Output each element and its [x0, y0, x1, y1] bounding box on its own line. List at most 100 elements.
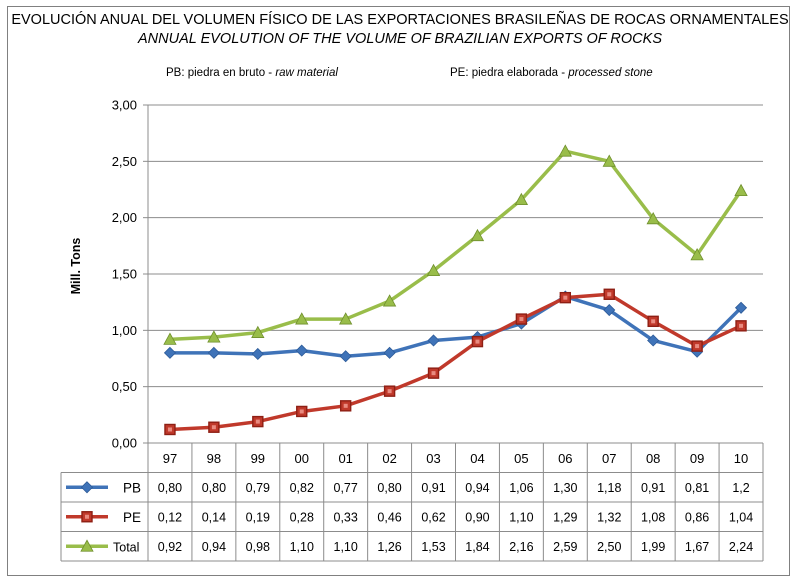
x-tick-label: 06 — [558, 451, 572, 466]
data-point-total — [734, 183, 748, 197]
table-cell-total: 2,24 — [729, 540, 753, 554]
table-cell-total: 0,98 — [246, 540, 270, 554]
note-pb-label-en: raw material — [275, 67, 338, 79]
data-point-pb — [251, 347, 264, 361]
data-point-total — [514, 192, 529, 206]
note-pe: PE: piedra elaborada - processed stone — [450, 67, 653, 79]
data-point-pb — [734, 301, 748, 314]
data-point-pe-highlight — [387, 389, 392, 394]
data-point-total — [470, 228, 485, 242]
table-cell-pe: 0,12 — [158, 510, 182, 524]
data-point-pe-highlight — [739, 323, 744, 328]
series-line-pe — [169, 292, 742, 432]
series-line-pb — [169, 294, 743, 358]
table-cell-pe: 0,14 — [202, 510, 226, 524]
table-cell-pb: 0,82 — [290, 481, 314, 495]
table-cell-pe: 0,46 — [377, 510, 401, 524]
note-pe-label: PE: piedra elaborada - — [450, 67, 569, 79]
table-cell-pb: 1,06 — [509, 481, 533, 495]
data-point-pe-highlight — [651, 319, 656, 324]
data-point-pe-highlight — [299, 409, 304, 414]
y-tick-label: 2,50 — [112, 154, 137, 169]
data-point-total — [382, 294, 397, 307]
legend-label-pe: PE — [123, 510, 141, 525]
x-tick-label: 97 — [163, 451, 177, 466]
table-cell-pe: 1,32 — [597, 510, 621, 524]
x-tick-label: 00 — [295, 451, 309, 466]
y-tick-label: 1,00 — [112, 323, 137, 338]
data-point-total — [602, 154, 616, 167]
chart-frame — [7, 6, 790, 576]
table-cell-pe: 0,86 — [685, 510, 709, 524]
data-point-pe-highlight — [343, 403, 348, 408]
legend-key-marker-pe-highlight — [85, 514, 89, 519]
table-cell-pb: 0,80 — [158, 481, 182, 495]
legend-label-pb: PB — [123, 480, 141, 495]
table-cell-pe: 0,19 — [246, 510, 270, 524]
data-point-total — [646, 211, 660, 225]
data-point-total — [295, 312, 309, 325]
table-cell-pe: 0,33 — [334, 510, 358, 524]
table-cell-total: 0,92 — [158, 540, 182, 554]
data-point-pb — [163, 346, 177, 359]
table-cell-total: 2,59 — [553, 540, 577, 554]
data-point-pe-highlight — [607, 292, 612, 297]
note-pe-label-en: processed stone — [568, 67, 653, 79]
x-tick-label: 07 — [602, 451, 616, 466]
data-point-pb — [427, 334, 440, 347]
table-cell-pb: 0,80 — [202, 481, 226, 495]
table-cell-total: 1,67 — [685, 540, 709, 554]
table-cell-pb: 1,30 — [553, 481, 577, 495]
data-point-pb — [295, 344, 308, 357]
y-axis-title: Mill. Tons — [69, 238, 83, 295]
data-point-pb — [339, 350, 352, 363]
table-cell-pb: 1,2 — [732, 481, 749, 495]
table-cell-total: 1,10 — [334, 540, 358, 554]
table-cell-pe: 1,29 — [553, 510, 577, 524]
data-point-total — [426, 263, 441, 277]
note-pb-label: PB: piedra en bruto - — [166, 67, 276, 79]
chart-title: EVOLUCIÓN ANUAL DEL VOLUMEN FÍSICO DE LA… — [11, 12, 789, 28]
table-cell-total: 1,53 — [421, 540, 445, 554]
data-point-pe-highlight — [167, 427, 172, 432]
x-tick-label: 10 — [734, 451, 748, 466]
data-point-total — [558, 144, 572, 157]
table-cell-pb: 0,91 — [421, 481, 445, 495]
data-point-total — [690, 248, 704, 261]
data-point-total — [251, 325, 265, 338]
y-tick-label: 0,00 — [112, 436, 137, 451]
note-pb: PB: piedra en bruto - raw material — [166, 67, 338, 79]
chart-subtitle: ANNUAL EVOLUTION OF THE VOLUME OF BRAZIL… — [138, 31, 662, 47]
data-point-pe-highlight — [519, 317, 524, 322]
x-tick-label: 03 — [426, 451, 440, 466]
legend-key-marker-total — [80, 539, 94, 552]
x-tick-label: 05 — [514, 451, 528, 466]
table-cell-pb: 0,79 — [246, 481, 270, 495]
x-tick-label: 98 — [207, 451, 221, 466]
table-cell-total: 1,99 — [641, 540, 665, 554]
data-point-pb — [603, 303, 616, 317]
x-tick-label: 04 — [470, 451, 484, 466]
table-cell-pb: 0,94 — [465, 481, 489, 495]
table-cell-total: 1,26 — [377, 540, 401, 554]
y-tick-label: 3,00 — [112, 98, 137, 113]
data-point-pb — [383, 346, 396, 359]
table-cell-pb: 0,81 — [685, 481, 709, 495]
y-tick-label: 1,50 — [112, 267, 137, 282]
x-tick-label: 02 — [382, 451, 396, 466]
data-point-pe-highlight — [695, 344, 700, 349]
y-tick-label: 2,00 — [112, 210, 137, 225]
data-point-pe-highlight — [211, 425, 216, 430]
table-cell-total: 2,16 — [509, 540, 533, 554]
table-cell-pb: 0,91 — [641, 481, 665, 495]
legend-key-marker-pb — [80, 481, 94, 494]
table-cell-pe: 1,08 — [641, 510, 665, 524]
y-tick-label: 0,50 — [112, 379, 137, 394]
table-cell-total: 0,94 — [202, 540, 226, 554]
data-point-pe-highlight — [475, 339, 480, 344]
series-line-total — [169, 149, 743, 342]
data-point-pe-highlight — [563, 295, 568, 300]
legend-label-total: Total — [113, 540, 139, 554]
table-cell-total: 2,50 — [597, 540, 621, 554]
